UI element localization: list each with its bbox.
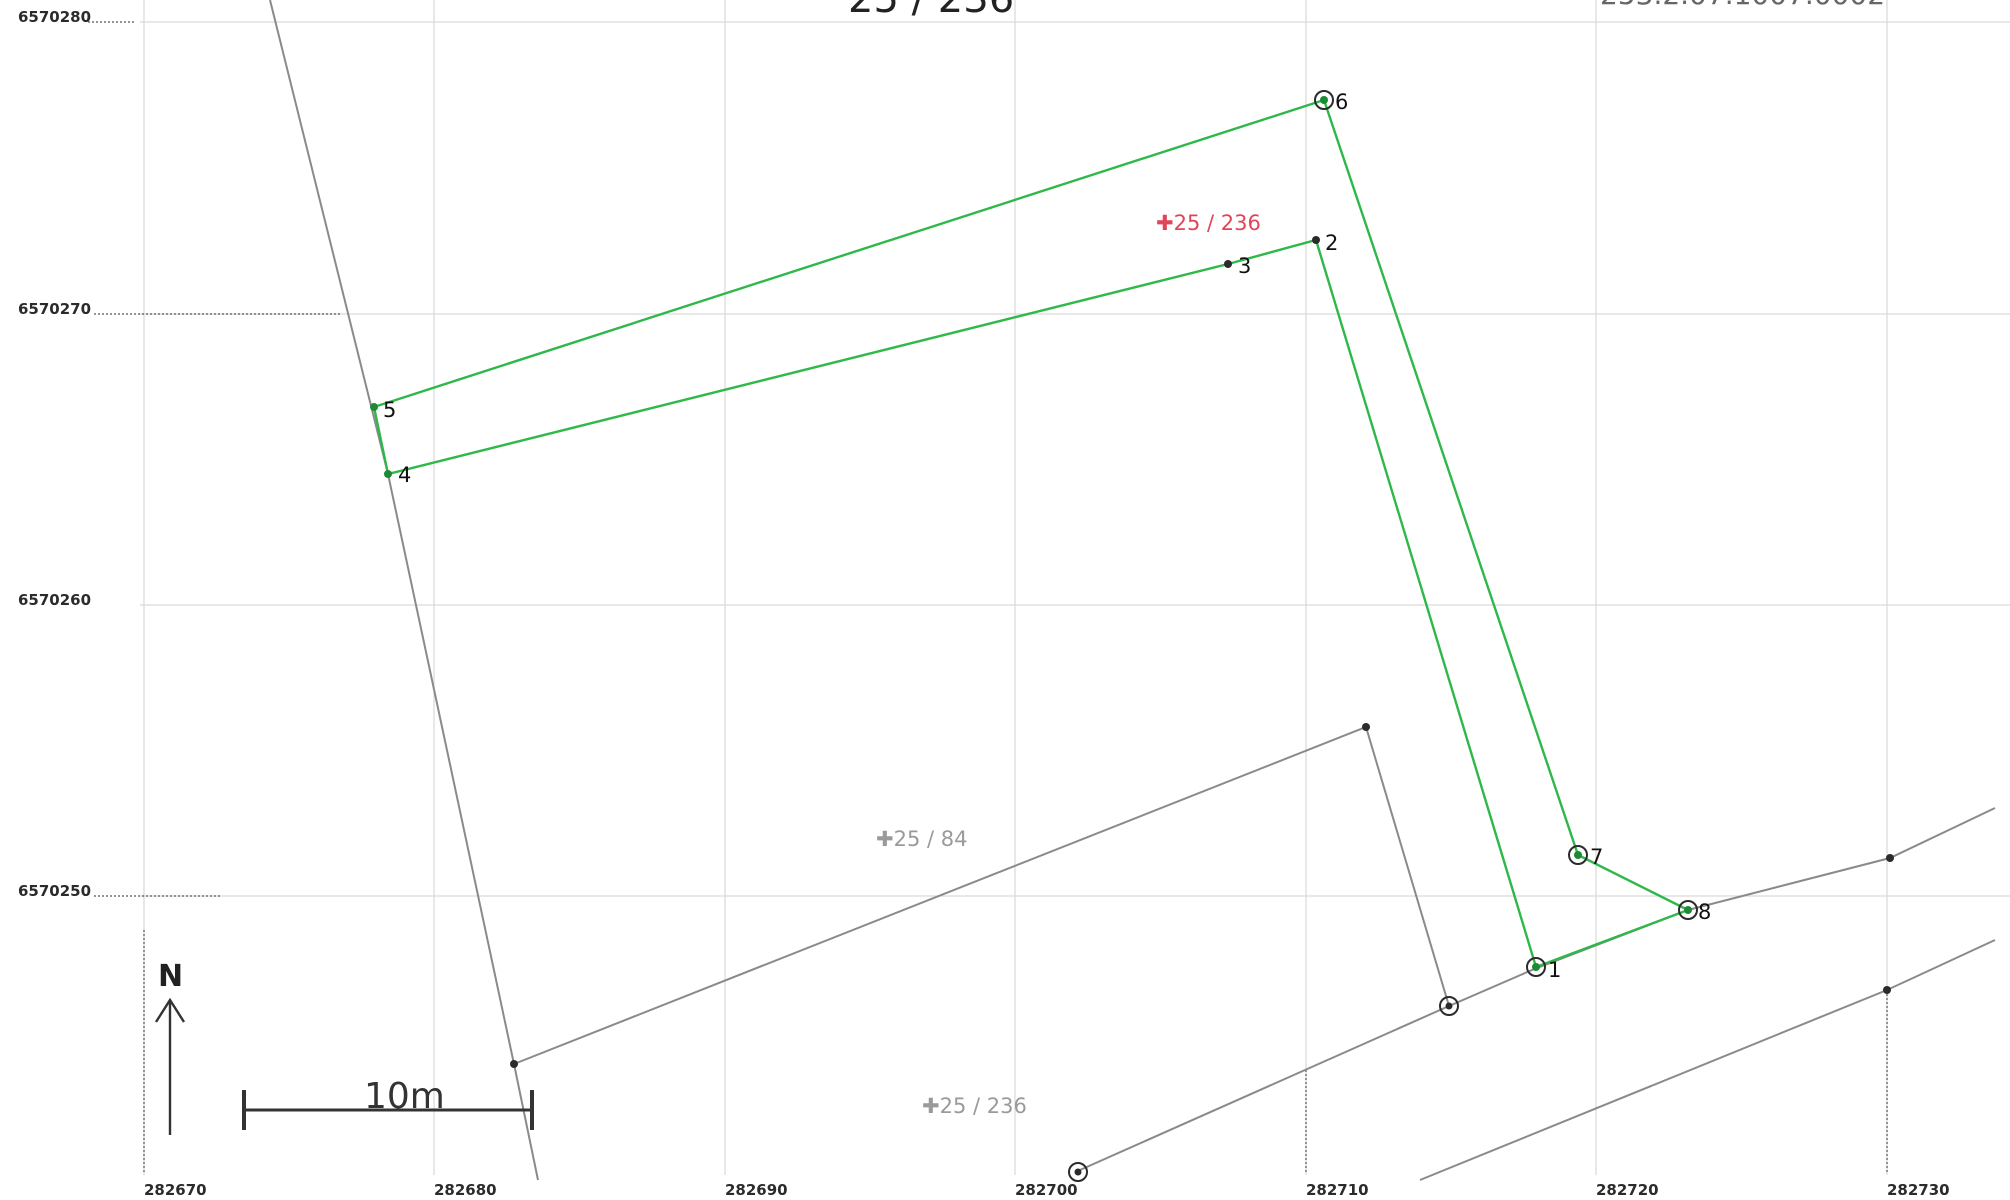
point-label-3: 3 — [1238, 254, 1251, 278]
survey-marker-ring — [1526, 957, 1546, 977]
easting-label: 282730 — [1887, 1181, 1950, 1199]
parcel-vertex-5[interactable] — [370, 403, 378, 411]
point-label-2: 2 — [1325, 231, 1338, 255]
parcel-label-neighbor[interactable]: ✚25 / 84 — [876, 827, 967, 851]
parcel-label-south[interactable]: ✚25 / 236 — [922, 1094, 1027, 1118]
easting-label: 282720 — [1596, 1181, 1659, 1199]
parcel-25-236-outline[interactable] — [372, 98, 1691, 969]
parcel-vertex-1[interactable] — [1532, 963, 1540, 971]
boundary-vertex — [1074, 1168, 1082, 1176]
easting-label: 282670 — [144, 1181, 207, 1199]
survey-marker-ring — [1678, 900, 1698, 920]
coordinate-grid — [88, 0, 2010, 1175]
survey-marker-ring — [1568, 845, 1588, 865]
boundary-line-south-road[interactable] — [1079, 1005, 1450, 1171]
point-label-5: 5 — [383, 398, 396, 422]
parcel-vertex-4[interactable] — [384, 470, 392, 478]
point-labels: 1 2 3 4 5 6 7 8 — [383, 90, 1711, 982]
boundary-vertex — [1445, 1002, 1453, 1010]
parcel-label-highlighted[interactable]: ✚25 / 236 — [1156, 211, 1261, 235]
map-corner-id: 253.2.07.1007.0002 — [1600, 0, 1885, 11]
survey-marker-ring — [1068, 1162, 1088, 1182]
scale-bar: 10m — [242, 1076, 534, 1130]
neighbor-boundaries[interactable] — [269, 0, 1996, 1181]
scale-bar-label: 10m — [364, 1076, 445, 1117]
parcel-boundary[interactable] — [372, 98, 1691, 969]
northing-label: 6570260 — [18, 591, 91, 609]
easting-label: 282680 — [434, 1181, 497, 1199]
northing-label: 6570270 — [18, 300, 91, 318]
parcel-vertex-8[interactable] — [1684, 906, 1692, 914]
northing-label: 6570250 — [18, 882, 91, 900]
parcel-vertex-7[interactable] — [1574, 851, 1582, 859]
survey-marker-ring — [1314, 90, 1334, 110]
boundary-vertex — [510, 1060, 518, 1068]
north-label: N — [158, 959, 183, 994]
parcel-vertices[interactable] — [370, 90, 1698, 977]
neighbor-vertices — [510, 723, 1894, 1182]
easting-label: 282700 — [1015, 1181, 1078, 1199]
parcel-vertex-3[interactable] — [1224, 260, 1232, 268]
parcel-vertex-2[interactable] — [1312, 236, 1320, 244]
point-label-7: 7 — [1590, 845, 1603, 869]
easting-label: 282710 — [1306, 1181, 1369, 1199]
point-label-4: 4 — [398, 463, 411, 487]
northing-label: 6570280 — [18, 8, 91, 26]
north-arrow-head-icon — [154, 997, 186, 1023]
northing-labels: 6570280 6570270 6570260 6570250 — [18, 8, 91, 900]
parcel-vertex-6[interactable] — [1320, 96, 1328, 104]
map-title: 25 / 236 — [848, 0, 1014, 22]
easting-label: 282690 — [725, 1181, 788, 1199]
boundary-line-west[interactable] — [269, 0, 539, 1181]
point-label-8: 8 — [1698, 900, 1711, 924]
boundary-line-road-edge[interactable] — [1419, 939, 1996, 1181]
point-label-6: 6 — [1335, 90, 1348, 114]
parcel-labels[interactable]: ✚25 / 236 ✚25 / 84 ✚25 / 236 — [876, 211, 1261, 1118]
boundary-vertex — [1886, 854, 1894, 862]
boundary-vertex — [1362, 723, 1370, 731]
boundary-vertex — [1883, 986, 1891, 994]
point-label-1: 1 — [1548, 958, 1561, 982]
north-arrow: N — [154, 959, 186, 1135]
survey-marker-ring — [1439, 996, 1459, 1016]
easting-labels: 282670 282680 282690 282700 282710 28272… — [144, 1181, 1950, 1199]
